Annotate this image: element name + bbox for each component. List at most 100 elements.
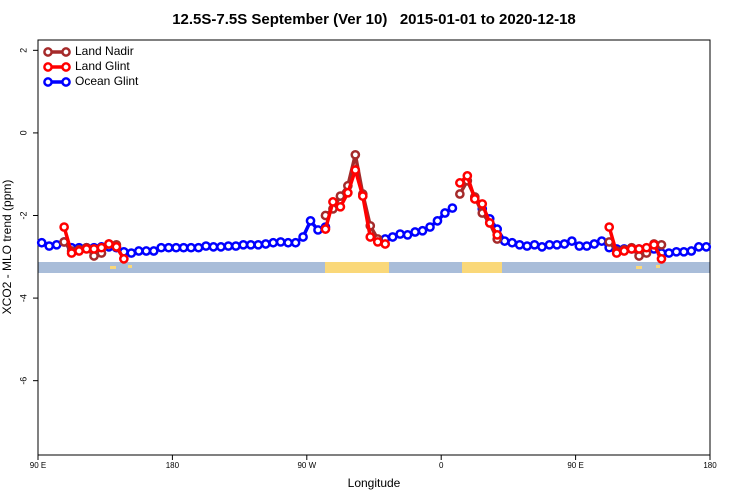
x-axis-label: Longitude xyxy=(348,476,401,490)
x-tick-label: 90 W xyxy=(297,461,316,470)
data-point xyxy=(36,237,47,248)
y-tick-label: -6 xyxy=(18,377,28,385)
data-point xyxy=(410,227,420,237)
x-tick-label: 90 E xyxy=(567,461,583,470)
y-tick-label: 2 xyxy=(18,48,28,53)
data-point xyxy=(305,216,316,226)
data-point xyxy=(372,237,383,247)
data-point xyxy=(193,242,204,253)
x-tick-label: 180 xyxy=(166,461,180,470)
data-point xyxy=(567,236,577,246)
data-point xyxy=(484,218,495,228)
data-point xyxy=(141,246,152,256)
data-point xyxy=(223,241,234,251)
data-point xyxy=(469,194,480,204)
data-point xyxy=(59,222,69,232)
data-point xyxy=(574,241,585,251)
data-point xyxy=(589,239,600,249)
data-point xyxy=(283,237,293,248)
data-point xyxy=(335,201,346,212)
data-point xyxy=(96,242,107,253)
data-point xyxy=(380,239,391,249)
data-point xyxy=(477,199,488,209)
legend-marker xyxy=(43,62,53,72)
data-point xyxy=(231,241,241,251)
data-point xyxy=(216,242,226,252)
data-point xyxy=(671,246,682,257)
data-point xyxy=(51,239,62,250)
data-point xyxy=(89,244,99,254)
chart-title: 12.5S-7.5S September (Ver 10) 2015-01-01… xyxy=(172,11,576,28)
data-point xyxy=(260,239,271,249)
data-point xyxy=(693,242,704,252)
data-point xyxy=(611,248,622,258)
legend-marker xyxy=(43,47,53,57)
data-point xyxy=(275,237,286,247)
data-point xyxy=(507,237,517,248)
data-point xyxy=(320,224,331,234)
y-tick-label: 0 xyxy=(18,130,28,135)
data-point xyxy=(417,225,428,236)
data-point xyxy=(253,239,264,250)
legend-marker xyxy=(61,47,71,57)
data-point xyxy=(537,242,547,252)
x-tick-label: 180 xyxy=(703,461,717,470)
x-tick-label: 0 xyxy=(439,461,444,470)
data-point xyxy=(335,191,346,201)
data-point xyxy=(148,246,159,256)
data-point xyxy=(74,246,84,256)
data-point xyxy=(499,236,510,246)
data-point xyxy=(634,244,644,254)
y-tick-label: -2 xyxy=(18,211,28,219)
data-point xyxy=(626,244,637,254)
data-point xyxy=(163,242,174,253)
data-point xyxy=(649,239,659,250)
legend-marker xyxy=(61,62,71,72)
data-point xyxy=(178,242,189,253)
data-point xyxy=(387,232,398,242)
data-point xyxy=(81,244,92,254)
data-point xyxy=(701,242,712,252)
data-point xyxy=(455,189,465,199)
data-point xyxy=(156,242,167,253)
legend-marker xyxy=(43,77,53,87)
data-point xyxy=(440,208,450,218)
data-point xyxy=(119,254,129,264)
data-point xyxy=(350,149,361,160)
data-point xyxy=(104,239,114,249)
data-point xyxy=(656,254,667,264)
legend-marker xyxy=(61,77,71,87)
data-point xyxy=(171,242,181,253)
data-point xyxy=(604,222,615,232)
data-point xyxy=(455,178,465,188)
data-point xyxy=(343,187,353,198)
data-point xyxy=(111,242,122,252)
data-point xyxy=(365,232,376,242)
data-point xyxy=(664,248,674,258)
data-point xyxy=(619,246,629,256)
data-point xyxy=(313,225,323,235)
y-tick-label: -4 xyxy=(18,294,28,302)
data-point xyxy=(186,242,196,253)
data-point xyxy=(268,237,279,248)
data-point xyxy=(432,216,443,226)
data-point xyxy=(402,230,413,240)
data-point xyxy=(245,239,256,250)
data-point xyxy=(462,171,473,181)
data-point xyxy=(522,241,532,251)
data-point xyxy=(238,239,249,250)
data-point xyxy=(552,239,562,250)
data-point xyxy=(425,222,435,232)
data-point xyxy=(44,241,55,251)
data-point xyxy=(686,246,697,256)
data-point xyxy=(641,242,652,253)
data-point xyxy=(544,239,555,250)
y-axis-label: XCO2 - MLO trend (ppm) xyxy=(0,180,14,315)
data-point xyxy=(298,232,308,242)
data-point xyxy=(126,248,137,258)
data-point xyxy=(357,191,368,201)
data-point xyxy=(133,246,144,256)
data-point xyxy=(656,239,667,250)
x-tick-label: 90 E xyxy=(30,461,46,470)
